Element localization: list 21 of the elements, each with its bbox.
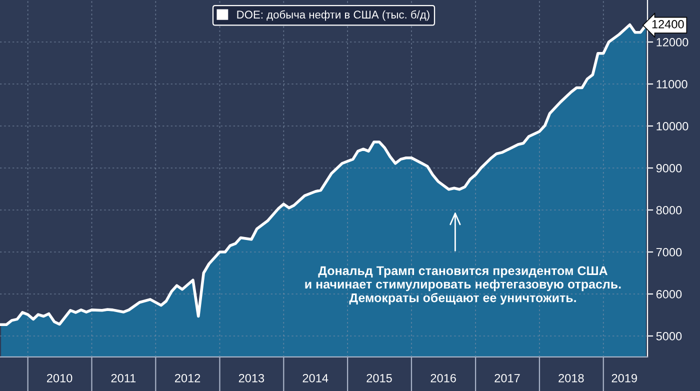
- y-tick-label: 8000: [656, 206, 682, 214]
- y-tick-label: 10000: [656, 122, 688, 130]
- y-tick-label: 5000: [656, 332, 682, 340]
- annotation: Дональд Трамп становится президентом США и начинает стимулировать нефтегазовую отрасль. Демократы обещают ее уничтожить.: [305, 266, 621, 305]
- x-tick-label: 2012: [174, 374, 200, 382]
- y-tick-label: 11000: [656, 80, 688, 88]
- annotation: 12400: [652, 20, 684, 28]
- x-tick-label: 2014: [302, 374, 328, 382]
- x-tick-label: 2013: [238, 374, 264, 382]
- y-tick-label: 6000: [656, 290, 682, 298]
- legend-label: DOE: добыча нефти в США (тыс. б/д): [237, 10, 430, 21]
- x-tick-label: 2018: [558, 374, 584, 382]
- y-tick-label: 9000: [656, 164, 682, 172]
- y-tick-label: 7000: [656, 248, 682, 256]
- x-tick-label: 2016: [430, 374, 456, 382]
- x-tick-label: 2010: [46, 374, 72, 382]
- x-tick-label: 2015: [366, 374, 392, 382]
- x-tick-label: 2019: [612, 374, 637, 382]
- y-tick-label: 12000: [656, 38, 688, 46]
- x-tick-label: 2017: [494, 374, 520, 382]
- x-tick-label: 2011: [111, 374, 136, 382]
